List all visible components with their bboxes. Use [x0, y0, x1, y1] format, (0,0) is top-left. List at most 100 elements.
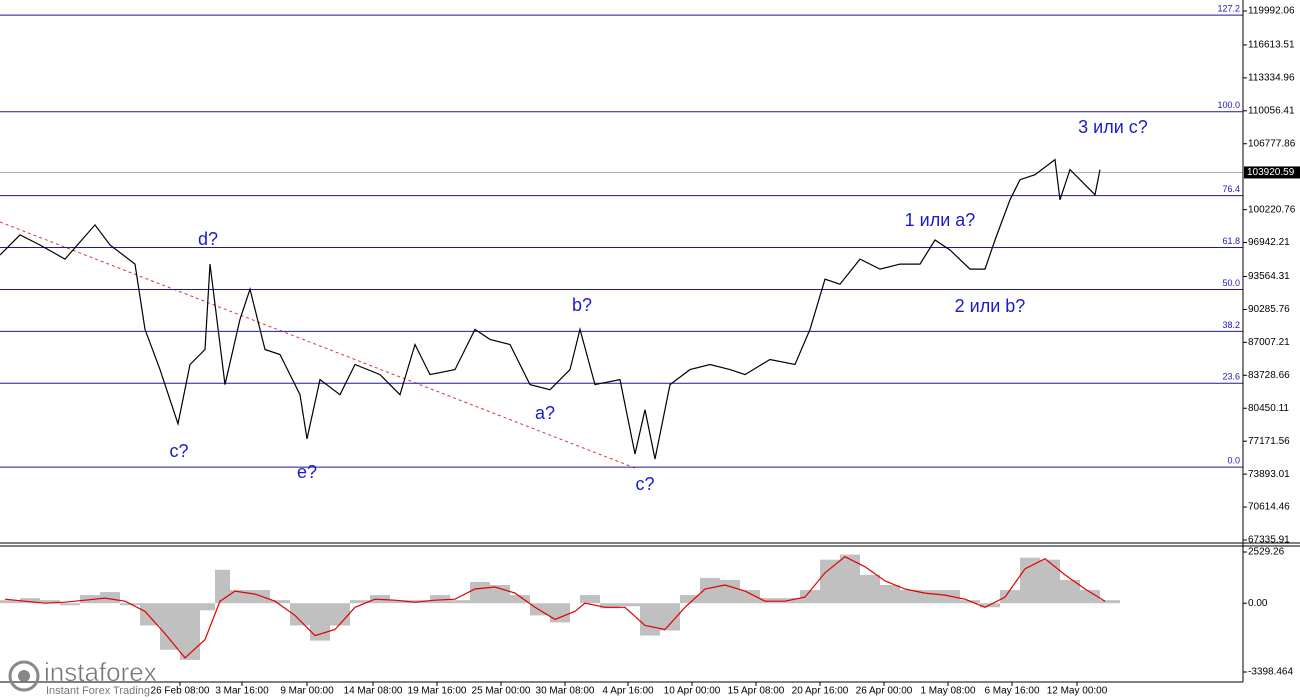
y-tick-label: 0.00: [1248, 598, 1268, 609]
signal-line: [4, 555, 1106, 659]
histogram-bar: [660, 603, 680, 631]
y-tick-label: 106777.86: [1248, 138, 1296, 149]
x-tick-label: 4 Apr 16:00: [602, 686, 654, 697]
wave-label: c?: [169, 441, 188, 461]
histogram-bar: [900, 590, 920, 604]
histogram-bar: [700, 577, 720, 604]
x-tick-label: 14 Mar 08:00: [344, 686, 403, 697]
histogram-bar: [470, 581, 490, 604]
histogram-bar: [270, 600, 290, 604]
histogram-bar: [800, 590, 820, 604]
histogram-bar: [600, 603, 620, 609]
x-tick-label: 10 Apr 00:00: [664, 686, 721, 697]
y-tick-label: 77171.56: [1248, 436, 1290, 447]
wave-label: 3 или c?: [1078, 117, 1148, 137]
wave-label: 2 или b?: [955, 296, 1026, 316]
histogram-bar: [310, 603, 330, 641]
histogram-bar: [40, 600, 60, 604]
fib-label: 50.0: [1222, 278, 1240, 288]
histogram-bar: [860, 574, 880, 604]
wave-label: c?: [635, 474, 654, 494]
y-tick-label: 83728.66: [1248, 370, 1290, 381]
histogram-bar: [350, 600, 370, 604]
fib-label: 23.6: [1222, 372, 1240, 382]
histogram-bar: [1080, 590, 1100, 604]
histogram-bar: [580, 595, 600, 604]
histogram-bar: [450, 600, 470, 604]
y-tick-label: 100220.76: [1248, 204, 1296, 215]
y-tick-label: 67335.91: [1248, 535, 1290, 546]
fib-label: 100.0: [1217, 100, 1240, 110]
histogram-bar: [140, 603, 160, 626]
histogram-bar: [290, 603, 310, 626]
histogram-bar: [160, 603, 180, 650]
histogram-bar: [215, 569, 230, 604]
histogram-bar: [820, 559, 840, 604]
y-tick-label: 119992.06: [1248, 6, 1295, 17]
logo: [18, 670, 30, 682]
histogram-bar: [530, 603, 550, 616]
y-tick-label: 87007.21: [1248, 337, 1290, 348]
x-tick-label: 26 Apr 00:00: [856, 686, 913, 697]
wave-label: b?: [572, 295, 592, 315]
last-price-label: 103920.59: [1247, 167, 1295, 178]
y-tick-label: 110056.41: [1248, 105, 1295, 116]
histogram-bar: [1060, 579, 1080, 604]
histogram-bar: [880, 584, 900, 604]
histogram-bar: [720, 579, 740, 604]
histogram-bar: [200, 603, 215, 611]
histogram-bar: [100, 592, 120, 604]
wave-label: 1 или a?: [905, 210, 976, 230]
histogram-bar: [550, 603, 570, 623]
x-tick-label: 19 Mar 16:00: [408, 686, 467, 697]
histogram-bar: [250, 590, 270, 604]
fib-label: 38.2: [1222, 320, 1240, 330]
y-tick-label: 93564.31: [1248, 271, 1290, 282]
histogram-bar: [1000, 590, 1020, 604]
histogram-bar: [330, 603, 350, 626]
histogram-bar: [510, 595, 530, 604]
tagline: Instant Forex Trading: [46, 685, 150, 697]
histogram-bar: [20, 598, 40, 604]
histogram-bar: [840, 554, 860, 604]
y-tick-label: 116613.51: [1248, 40, 1295, 51]
fib-label: 127.2: [1217, 4, 1240, 14]
wave-label: e?: [297, 462, 317, 482]
y-tick-label: 2529.26: [1248, 547, 1285, 558]
histogram-bar: [60, 603, 80, 606]
x-tick-label: 6 May 16:00: [984, 686, 1039, 697]
brand: instaforex: [44, 657, 157, 687]
histogram-bar: [740, 590, 760, 604]
x-tick-label: 26 Feb 08:00: [151, 686, 210, 697]
fib-label: 61.8: [1222, 236, 1240, 246]
fib-label: 76.4: [1222, 184, 1240, 194]
histogram-bar: [390, 600, 410, 604]
histogram-bar: [1040, 559, 1060, 604]
x-tick-label: 1 May 08:00: [920, 686, 975, 697]
watermark: instaforex Instant Forex Trading: [8, 657, 157, 697]
y-tick-label: 113334.96: [1248, 73, 1295, 84]
fib-label: 0.0: [1227, 456, 1240, 466]
x-tick-label: 3 Mar 16:00: [215, 686, 269, 697]
histogram-bar: [640, 603, 660, 636]
histogram-bar: [1020, 557, 1040, 604]
x-tick-label: 20 Apr 16:00: [792, 686, 849, 697]
histogram-bar: [680, 595, 700, 604]
y-tick-label: 96942.21: [1248, 237, 1290, 248]
histogram-bar: [230, 590, 250, 604]
y-tick-label: 90285.76: [1248, 304, 1290, 315]
last-price-box: [1244, 166, 1300, 179]
histogram-bar: [180, 603, 200, 660]
x-tick-label: 9 Mar 00:00: [280, 686, 334, 697]
x-tick-label: 30 Mar 08:00: [536, 686, 595, 697]
logo: [8, 660, 40, 692]
wave-labels: 3 или c? 1 или a? 2 или b? d? b? a? c? e…: [169, 117, 1147, 494]
x-tick-label: 12 May 00:00: [1047, 686, 1108, 697]
price-line: [0, 158, 1101, 460]
x-tick-label: 25 Mar 00:00: [472, 686, 531, 697]
y-tick-label: 70614.46: [1248, 502, 1290, 513]
wave-label: a?: [535, 403, 555, 423]
histogram-bar: [920, 590, 940, 604]
